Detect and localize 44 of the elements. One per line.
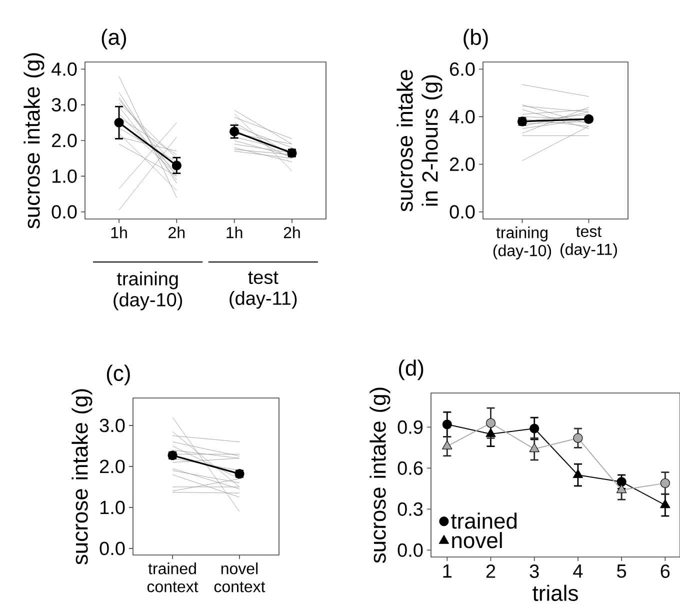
y-tick-label: 0.0 xyxy=(398,543,423,557)
legend-label: trained xyxy=(451,512,517,529)
y-tick-label: 2.0 xyxy=(100,460,125,474)
x-tick-label: 1 xyxy=(443,564,452,578)
x-tick-label: 6 xyxy=(660,564,670,578)
y-tick-label: 3.0 xyxy=(100,418,125,432)
chart-title: (c) xyxy=(106,364,130,386)
x-tick-label: 2h xyxy=(284,226,300,238)
y-axis-title: sucrose intake (g) xyxy=(370,388,390,564)
x-tick-label: trained context xyxy=(147,562,198,592)
y-tick-label: 4.0 xyxy=(449,110,475,124)
y-tick-label: 0.0 xyxy=(450,205,475,219)
y-tick-label: 1.0 xyxy=(52,169,77,183)
y-tick-label: 6.0 xyxy=(450,62,475,76)
text: training (day-10) xyxy=(114,272,182,310)
chart-title: (b) xyxy=(464,28,488,50)
y-tick-label: 2.0 xyxy=(450,158,475,172)
y-tick-label: 0.0 xyxy=(100,542,125,556)
x-tick-label: 2h xyxy=(168,226,185,238)
y-axis-title: sucrose intake (g) xyxy=(24,53,44,229)
x-tick-label: 1h xyxy=(226,226,242,238)
y-tick-label: 1.0 xyxy=(100,500,125,514)
y-tick-label: 3.0 xyxy=(52,98,77,112)
legend-label: novel xyxy=(452,532,502,548)
x-tick-label: training (day-10) xyxy=(493,226,552,260)
y-axis-title: sucrose intake in 2-hours (g) xyxy=(396,70,442,212)
y-axis-title: sucrose intake (g) xyxy=(72,389,92,565)
y-tick-label: 2.0 xyxy=(52,134,77,148)
chart-title: (a) xyxy=(102,28,126,50)
y-tick-label: 0.6 xyxy=(398,461,423,475)
x-tick-label: 4 xyxy=(573,564,583,578)
x-tick-label: 5 xyxy=(617,564,626,578)
x-tick-label: 2 xyxy=(486,564,496,578)
y-tick-label: 4.0 xyxy=(52,62,77,76)
y-tick-label: 0.3 xyxy=(398,502,423,516)
x-tick-label: novel context xyxy=(214,562,266,592)
chart-title: (d) xyxy=(399,360,424,380)
x-axis-title: trials xyxy=(532,584,578,601)
y-tick-label: 0.9 xyxy=(398,420,423,434)
x-tick-label: 3 xyxy=(530,564,539,578)
y-tick-label: 0.0 xyxy=(52,205,77,219)
x-tick-label: test (day-11) xyxy=(560,226,617,258)
text: test (day-11) xyxy=(230,272,297,309)
x-tick-label: 1h xyxy=(111,226,127,238)
